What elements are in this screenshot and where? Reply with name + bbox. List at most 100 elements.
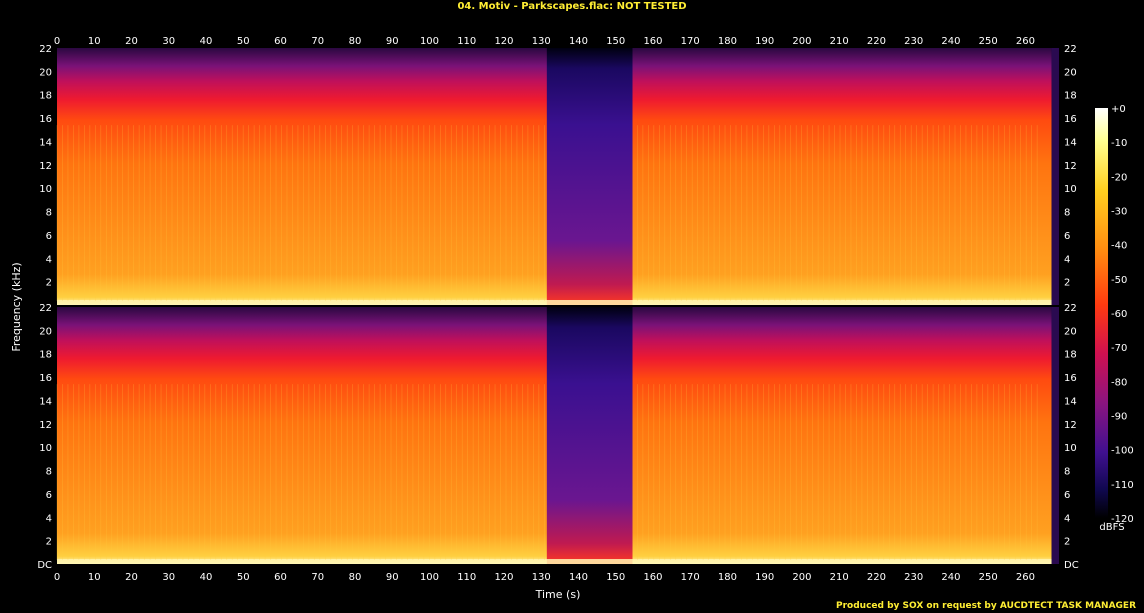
- colorbar-label: dBFS: [1099, 522, 1124, 533]
- y-tick-label-right: 22: [1064, 44, 1077, 55]
- x-tick-label-top: 250: [979, 36, 998, 47]
- y-tick-label-right: 14: [1064, 396, 1077, 407]
- y-tick-label-left: 2: [46, 278, 52, 289]
- y-tick-label-right: 14: [1064, 137, 1077, 148]
- x-tick-label-top: 20: [125, 36, 138, 47]
- x-ticks-top: 0 10 20 30 40 50 60 70 80 90 100 110 120 130 140 150 160…: [54, 36, 1035, 47]
- x-tick-label-bottom: 90: [386, 572, 399, 583]
- x-axis-label: Time (s): [535, 588, 581, 601]
- x-tick-label-top: 0: [54, 36, 60, 47]
- x-tick-label-bottom: 230: [904, 572, 923, 583]
- y-tick-label-right: 6: [1064, 231, 1070, 242]
- y-tick-label-left: 14: [39, 396, 52, 407]
- x-tick-label-bottom: 260: [1016, 572, 1035, 583]
- x-tick-label-top: 150: [606, 36, 625, 47]
- x-tick-label-top: 90: [386, 36, 399, 47]
- channel-2-dc-band: [57, 559, 1052, 564]
- channel-2-tail: [1051, 307, 1059, 564]
- x-tick-label-bottom: 190: [755, 572, 774, 583]
- x-tick-label-top: 160: [643, 36, 662, 47]
- x-tick-label-bottom: 140: [569, 572, 588, 583]
- y-tick-label-left: 22: [39, 303, 52, 314]
- x-tick-label-bottom: 130: [532, 572, 551, 583]
- colorbar-tick-label: -30: [1111, 207, 1127, 218]
- x-tick-label-top: 260: [1016, 36, 1035, 47]
- y-ticks-right: 2 4 6 8 10 12 14 16 18 20 22 DC 2 4 6 8 10 12 14 16 18 20 22: [1064, 44, 1079, 571]
- y-tick-label-right: 10: [1064, 443, 1077, 454]
- x-tick-label-bottom: 60: [274, 572, 287, 583]
- y-tick-label-right: 22: [1064, 303, 1077, 314]
- x-tick-label-top: 170: [681, 36, 700, 47]
- y-tick-label-right: 18: [1064, 350, 1077, 361]
- y-tick-label-left: 12: [39, 161, 52, 172]
- x-tick-label-bottom: 100: [420, 572, 439, 583]
- colorbar-tick-label: -50: [1111, 275, 1127, 286]
- x-tick-label-bottom: 180: [718, 572, 737, 583]
- x-tick-label-bottom: 80: [349, 572, 362, 583]
- y-tick-label-right: 10: [1064, 184, 1077, 195]
- y-tick-label-left: 4: [46, 513, 52, 524]
- y-tick-label-left: 16: [39, 373, 52, 384]
- x-tick-label-top: 200: [792, 36, 811, 47]
- colorbar-tick-label: -10: [1111, 138, 1127, 149]
- x-tick-label-bottom: 220: [867, 572, 886, 583]
- colorbar: [1095, 108, 1108, 518]
- y-tick-label-right: 16: [1064, 114, 1077, 125]
- y-tick-label-left: 8: [46, 467, 52, 478]
- spectrogram-panels: [56, 48, 1059, 564]
- y-tick-label-right: 16: [1064, 373, 1077, 384]
- x-tick-label-bottom: 30: [162, 572, 175, 583]
- y-tick-label-right: 4: [1064, 513, 1070, 524]
- x-tick-label-top: 190: [755, 36, 774, 47]
- y-tick-label-left: 10: [39, 184, 52, 195]
- y-tick-label-right: 12: [1064, 161, 1077, 172]
- colorbar-tick-label: -40: [1111, 241, 1127, 252]
- y-tick-label-right: 12: [1064, 420, 1077, 431]
- x-ticks-bottom: 0 10 20 30 40 50 60 70 80 90 100 110 120 130 140 150 160…: [54, 572, 1035, 583]
- x-tick-label-top: 220: [867, 36, 886, 47]
- x-tick-label-bottom: 50: [237, 572, 250, 583]
- x-tick-label-bottom: 160: [643, 572, 662, 583]
- y-tick-label-left: 14: [39, 137, 52, 148]
- y-tick-label-left: 20: [39, 326, 52, 337]
- channel-1-tail: [1051, 48, 1059, 305]
- x-tick-label-top: 180: [718, 36, 737, 47]
- y-tick-label-left: 8: [46, 208, 52, 219]
- x-tick-label-top: 130: [532, 36, 551, 47]
- x-tick-label-top: 30: [162, 36, 175, 47]
- channel-2-quiet-segment-1: [546, 307, 633, 564]
- y-tick-label-left: 6: [46, 231, 52, 242]
- y-tick-label-right: 20: [1064, 326, 1077, 337]
- x-tick-label-top: 110: [457, 36, 476, 47]
- y-tick-label-right: 2: [1064, 278, 1070, 289]
- x-tick-label-top: 120: [494, 36, 513, 47]
- y-tick-label-right: 6: [1064, 490, 1070, 501]
- x-tick-label-top: 240: [941, 36, 960, 47]
- y-tick-label-right: 2: [1064, 537, 1070, 548]
- colorbar-tick-label: -90: [1111, 412, 1127, 423]
- x-tick-label-bottom: 200: [792, 572, 811, 583]
- x-tick-label-top: 40: [200, 36, 213, 47]
- y-tick-label-right: 8: [1064, 467, 1070, 478]
- x-tick-label-bottom: 240: [941, 572, 960, 583]
- x-tick-label-top: 100: [420, 36, 439, 47]
- y-tick-label-right: 20: [1064, 67, 1077, 78]
- colorbar-tick-label: -60: [1111, 309, 1127, 320]
- channel-1-quiet-segment-1: [546, 48, 633, 305]
- x-tick-label-top: 60: [274, 36, 287, 47]
- y-tick-label-left: 2: [46, 537, 52, 548]
- y-tick-label-left: 18: [39, 91, 52, 102]
- x-tick-label-bottom: 20: [125, 572, 138, 583]
- x-tick-label-top: 50: [237, 36, 250, 47]
- x-tick-label-top: 140: [569, 36, 588, 47]
- y-tick-label-left: 10: [39, 443, 52, 454]
- x-tick-label-bottom: 120: [494, 572, 513, 583]
- x-tick-label-top: 230: [904, 36, 923, 47]
- colorbar-tick-label: -110: [1111, 480, 1134, 491]
- y-tick-label-left: 6: [46, 490, 52, 501]
- colorbar-tick-label: +0: [1111, 104, 1126, 115]
- x-tick-label-bottom: 210: [830, 572, 849, 583]
- x-tick-label-bottom: 150: [606, 572, 625, 583]
- y-ticks-left: 2 4 6 8 10 12 14 16 18 20 22 DC 2 4 6 8 10 12 14 16 18 20 22: [37, 44, 52, 571]
